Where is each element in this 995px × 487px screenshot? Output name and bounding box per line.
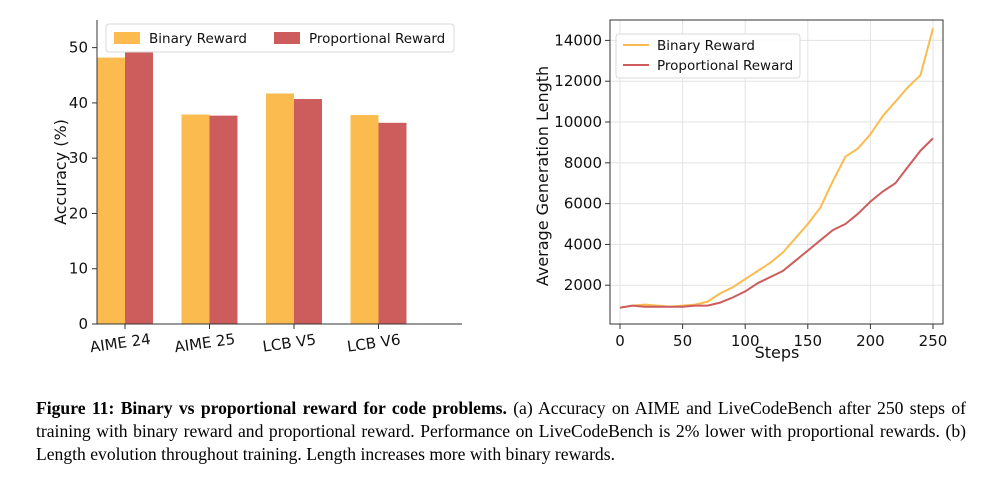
bar-1-3 (378, 122, 407, 324)
bar-x-tick-label: LCB V5 (261, 330, 317, 355)
line-x-tick-label: 100 (731, 332, 760, 350)
bar-legend-label: Binary Reward (149, 31, 247, 47)
bar-0-2 (266, 93, 294, 324)
line-x-tick-label: 0 (615, 332, 625, 350)
bar-y-tick-label: 20 (69, 204, 88, 222)
bar-y-tick-label: 0 (78, 315, 88, 333)
line-x-tick-label: 250 (919, 332, 948, 350)
bar-0-0 (97, 57, 125, 325)
line-y-tick-label: 10000 (554, 113, 602, 131)
line-y-tick-label: 8000 (564, 154, 602, 172)
bar-legend-swatch (274, 32, 300, 44)
bar-y-tick-label: 10 (69, 260, 88, 278)
accuracy-bar-chart: 0 10 20 30 40 50 AIME 24 AIME 25 LCB V5 LCB V6 Ac… (51, 20, 462, 356)
line-x-axis-label: Steps (755, 343, 800, 362)
bar-x-tick-label: AIME 24 (89, 330, 152, 356)
bar-y-tick-label: 30 (69, 149, 88, 167)
line-axes (605, 19, 944, 329)
caption-text: (a) Accuracy on AIME and LiveCodeBench a… (36, 398, 966, 464)
line-x-tick-label: 150 (793, 332, 822, 350)
line-y-tick-label: 12000 (554, 72, 602, 90)
line-x-tick-label: 200 (856, 332, 885, 350)
caption-label: Figure 11: (36, 398, 115, 418)
line-y-axis-label: Average Generation Length (533, 66, 552, 286)
line-x-tick-label: 50 (673, 332, 692, 350)
bar-1-0 (125, 50, 153, 324)
bar-1-2 (294, 99, 322, 324)
bar-x-tick-label: LCB V6 (346, 330, 402, 355)
bar-y-axis-label: Accuracy (%) (51, 119, 70, 225)
bar-tick-labels: 0 10 20 30 40 50 AIME 24 AIME 25 LCB V5 LCB V6 (69, 39, 402, 357)
line-legend-label: Proportional Reward (657, 58, 793, 74)
figure-caption: Figure 11: Binary vs proportional reward… (36, 397, 966, 466)
bar-legend-swatch (114, 32, 140, 44)
figure-charts: 0 10 20 30 40 50 AIME 24 AIME 25 LCB V5 LCB V6 Ac… (51, 19, 947, 362)
length-line-chart: 0 50 100 150 200 250 2000 4000 6000 8000 10000 1200… (533, 19, 947, 362)
caption-title: Binary vs proportional reward for code p… (120, 398, 507, 418)
bar-y-tick-label: 40 (69, 94, 88, 112)
line-plot-frame (609, 19, 944, 325)
line-series-1 (619, 137, 934, 309)
line-y-tick-label: 14000 (554, 31, 602, 49)
bar-x-tick-label: AIME 25 (173, 330, 236, 356)
bar-legend-label: Proportional Reward (309, 31, 445, 47)
bar-0-1 (181, 114, 210, 325)
bar-legend: Binary Reward Proportional Reward (105, 23, 455, 53)
line-legend-frame (615, 33, 801, 79)
bar-0-3 (350, 115, 379, 324)
line-legend-label: Binary Reward (657, 38, 755, 54)
line-tick-labels: 0 50 100 150 200 250 2000 4000 6000 8000 10000 1200… (554, 31, 947, 350)
line-marks (619, 27, 934, 309)
bar-1-1 (209, 115, 238, 324)
bar-marks (97, 50, 407, 325)
line-y-tick-label: 6000 (564, 195, 602, 213)
line-legend: Binary Reward Proportional Reward (615, 33, 801, 79)
line-y-tick-label: 4000 (564, 235, 602, 253)
bar-y-tick-label: 50 (69, 39, 88, 57)
bar-axes (92, 20, 462, 329)
line-y-tick-label: 2000 (564, 276, 602, 294)
